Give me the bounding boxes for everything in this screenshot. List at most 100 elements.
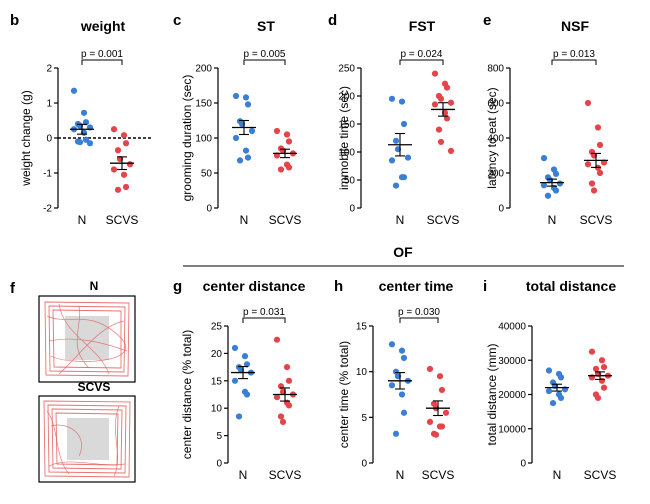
data-point — [437, 95, 445, 102]
data-point — [279, 418, 287, 425]
data-point — [241, 353, 249, 360]
y-tick-label: 1 — [46, 99, 52, 110]
panel-label-f: f — [10, 280, 16, 297]
data-point — [392, 137, 400, 144]
p-value-label: p = 0.031 — [243, 307, 285, 318]
data-point — [400, 354, 408, 362]
data-point — [438, 386, 446, 394]
y-tick-label: 0 — [361, 459, 367, 470]
chart-title: FST — [409, 18, 436, 34]
of-group-label: OF — [393, 244, 413, 260]
x-category-label: SCVS — [584, 468, 617, 482]
significance-bracket — [399, 317, 439, 323]
data-point — [592, 365, 600, 372]
x-category-label: SCVS — [106, 213, 139, 227]
x-category-label: SCVS — [427, 213, 460, 227]
data-point — [552, 170, 560, 177]
data-point — [110, 166, 118, 173]
data-point — [540, 155, 548, 162]
significance-bracket — [242, 317, 286, 323]
data-point — [236, 157, 244, 164]
y-tick-label: 50 — [344, 176, 356, 187]
data-point — [400, 409, 408, 416]
data-point — [232, 134, 240, 142]
x-category-label: N — [548, 213, 557, 227]
data-point — [283, 131, 291, 138]
data-point — [545, 367, 553, 374]
data-point — [540, 182, 548, 189]
y-tick-label: 5 — [361, 413, 367, 424]
y-tick-label: 20000 — [498, 390, 526, 401]
p-value-label: p = 0.030 — [398, 307, 440, 318]
x-category-label: SCVS — [580, 213, 613, 227]
data-point — [447, 99, 455, 106]
data-point — [82, 136, 90, 143]
chart-title: ST — [257, 18, 275, 34]
panel-label-e: e — [483, 12, 491, 29]
y-tick-label: 200 — [338, 92, 355, 103]
data-point — [277, 166, 285, 173]
chart-title: total distance — [526, 278, 616, 294]
y-axis-label: latency to eat (sec) — [485, 87, 499, 188]
data-point — [76, 139, 84, 146]
y-axis-label: grooming duration (sec) — [180, 75, 194, 202]
y-tick-label: 25 — [211, 322, 223, 333]
chart-panel-b: b weight -2 -1 0 1 2 weight change (g) N SCVS p = … — [10, 12, 152, 227]
y-tick-label: 200 — [487, 169, 504, 180]
panel-label-c: c — [173, 12, 181, 29]
data-point — [443, 84, 451, 91]
data-point — [447, 147, 455, 154]
track-panel: f N SCVS — [10, 279, 136, 483]
y-tick-label: 200 — [195, 64, 212, 75]
data-point — [120, 171, 128, 178]
data-point — [388, 341, 396, 348]
y-tick-label: 100 — [195, 134, 212, 145]
data-point — [594, 124, 602, 131]
y-tick-label: -2 — [43, 204, 52, 215]
y-tick-label: 0 — [498, 204, 504, 215]
panel-label-h: h — [334, 278, 343, 295]
data-point — [277, 413, 285, 420]
y-tick-label: 10000 — [498, 424, 526, 435]
data-point — [232, 92, 240, 100]
y-tick-label: 10 — [356, 367, 368, 378]
y-tick-label: 150 — [195, 99, 212, 110]
significance-bracket — [399, 59, 444, 65]
significance-bracket — [81, 59, 123, 65]
y-tick-label: 15 — [211, 376, 223, 387]
y-tick-label: 15 — [356, 322, 368, 333]
y-axis-label: center time (% total) — [337, 341, 351, 448]
data-point — [120, 132, 128, 139]
data-point — [283, 364, 291, 371]
data-point — [235, 413, 243, 420]
data-point — [426, 418, 434, 425]
data-point — [122, 183, 130, 191]
data-point — [596, 141, 604, 149]
data-point — [110, 126, 118, 133]
data-point — [545, 387, 553, 395]
data-point — [584, 99, 592, 107]
y-tick-label: 0 — [520, 459, 526, 470]
y-tick-label: 0 — [216, 459, 222, 470]
data-point — [122, 140, 130, 147]
y-tick-label: 150 — [338, 120, 355, 131]
data-point — [114, 186, 122, 193]
data-point — [242, 94, 250, 101]
data-point — [243, 361, 251, 368]
chart-panel-i: i total distance 0 10000 20000 30000 40000 tota… — [483, 278, 616, 482]
y-axis-label: immobile time (sec) — [337, 86, 351, 190]
data-point — [557, 394, 565, 402]
data-point — [392, 182, 400, 189]
y-tick-label: 100 — [338, 148, 355, 159]
data-point — [400, 174, 408, 181]
chart-panel-e: e NSF 0 200 400 600 800 latency to eat (sec) N SC… — [483, 12, 612, 227]
y-axis-label: center distance (% total) — [180, 330, 194, 459]
y-tick-label: 0 — [206, 204, 212, 215]
data-point — [400, 120, 408, 128]
y-tick-label: 5 — [216, 431, 222, 442]
data-point — [431, 101, 439, 108]
significance-bracket — [551, 59, 597, 65]
y-tick-label: 50 — [201, 169, 213, 180]
